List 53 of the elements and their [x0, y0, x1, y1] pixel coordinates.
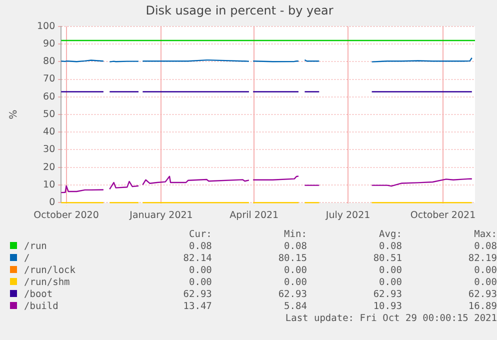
y-tick-label: 70 [43, 74, 56, 85]
y-tick-label: 100 [36, 20, 56, 32]
y-tick-label: 10 [43, 179, 56, 190]
y-tick-label: 30 [43, 144, 56, 156]
text: 0.08 [283, 241, 307, 253]
y-tick-label: 80 [43, 56, 56, 68]
text: 82.19 [467, 253, 497, 265]
text: 62.93 [372, 289, 402, 301]
text: 0.00 [378, 277, 402, 289]
x-tick-label: October 2021 [410, 210, 476, 221]
x-tick-label: July 2021 [324, 210, 370, 221]
legend-label: /build [23, 301, 60, 313]
y-axis-title: % [8, 110, 20, 120]
text: Cur: [188, 229, 212, 241]
text: Avg: [378, 229, 402, 241]
legend-label: /boot [23, 289, 54, 301]
y-tick-label: 60 [43, 91, 56, 102]
text: 0.08 [473, 241, 497, 253]
text: 0.08 [188, 241, 212, 253]
text: 0.00 [473, 265, 497, 277]
text: 82.14 [182, 253, 212, 265]
legend-label: / [23, 253, 31, 265]
text: Max: [473, 229, 497, 241]
y-tick-label: 0 [49, 197, 56, 208]
text: 0.00 [473, 277, 497, 289]
text: 13.47 [182, 301, 212, 313]
text: 0.00 [283, 265, 307, 277]
text: 80.15 [277, 253, 307, 265]
text: Last update: Fri Oct 29 00:00:15 2021 [284, 313, 497, 325]
legend-label: /run [23, 241, 48, 253]
x-tick-label: October 2020 [34, 210, 99, 221]
y-tick-label: 50 [43, 108, 56, 120]
text: 62.93 [182, 289, 212, 301]
x-tick-label: January 2021 [128, 210, 193, 221]
x-tick-label: April 2021 [230, 210, 279, 221]
legend-label: /run/shm [23, 277, 71, 289]
text: 0.00 [188, 277, 212, 289]
text: 62.93 [277, 289, 307, 301]
text: 16.89 [467, 301, 497, 313]
text: 80.51 [372, 253, 402, 265]
legend-label: /run/lock [23, 265, 76, 277]
text: 62.93 [467, 289, 497, 301]
text: Min: [283, 229, 307, 241]
y-tick-label: 40 [43, 126, 56, 138]
y-tick-label: 20 [43, 162, 56, 173]
text: 0.00 [188, 265, 212, 277]
text: 0.00 [283, 277, 307, 289]
text: 5.84 [283, 301, 307, 313]
y-tick-label: 90 [43, 38, 56, 50]
text: 0.00 [378, 265, 402, 277]
chart-title: Disk usage in percent - by year [146, 3, 334, 18]
text: 10.93 [372, 301, 402, 313]
text: 0.08 [378, 241, 402, 253]
